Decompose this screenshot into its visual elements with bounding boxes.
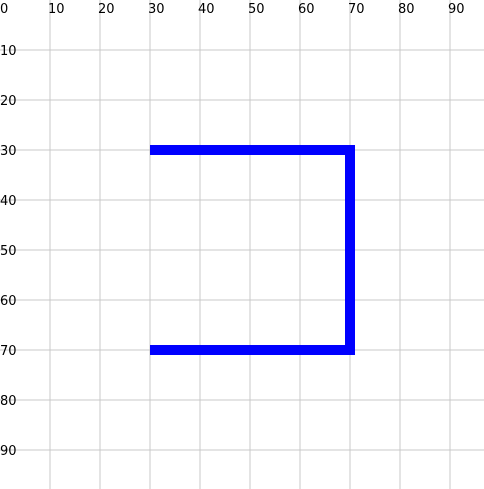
y-tick-label: 30 <box>0 144 17 159</box>
x-tick-label: 50 <box>248 2 265 17</box>
y-tick-label: 20 <box>0 94 17 109</box>
x-tick-label: 0 <box>0 2 8 17</box>
y-tick-label: 90 <box>0 444 17 459</box>
y-tick-label: 80 <box>0 394 17 409</box>
y-tick-label: 40 <box>0 194 17 209</box>
y-tick-label: 60 <box>0 294 17 309</box>
x-tick-label: 90 <box>448 2 465 17</box>
y-axis-labels: 10 20 30 40 50 60 70 80 90 <box>0 44 17 459</box>
x-tick-label: 80 <box>398 2 415 17</box>
x-tick-label: 20 <box>98 2 115 17</box>
x-tick-label: 30 <box>148 2 165 17</box>
x-axis-labels: 0 10 20 30 40 50 60 70 80 90 <box>0 2 465 17</box>
x-tick-label: 60 <box>298 2 315 17</box>
y-tick-label: 10 <box>0 44 17 59</box>
x-tick-label: 40 <box>198 2 215 17</box>
y-tick-label: 70 <box>0 344 17 359</box>
x-tick-label: 10 <box>48 2 65 17</box>
blue-bracket-path <box>150 145 355 355</box>
x-tick-label: 70 <box>348 2 365 17</box>
y-tick-label: 50 <box>0 244 17 259</box>
